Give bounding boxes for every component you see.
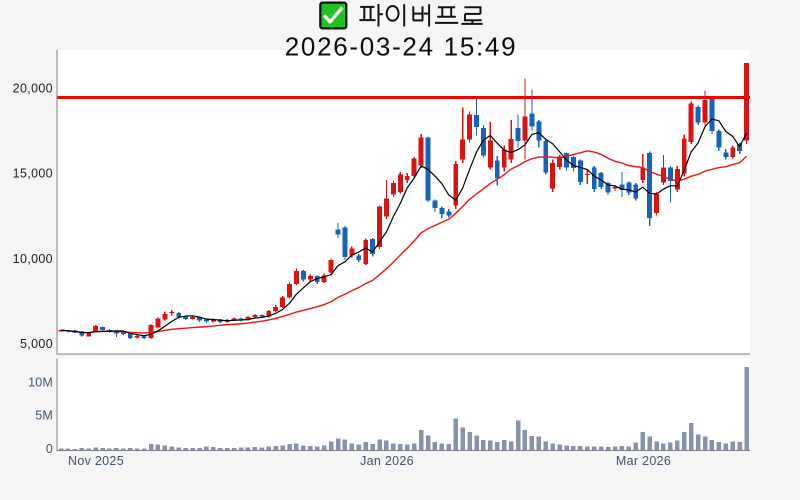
svg-text:Jan 2026: Jan 2026 bbox=[360, 454, 414, 468]
svg-text:15,000: 15,000 bbox=[13, 167, 53, 181]
svg-text:Mar 2026: Mar 2026 bbox=[616, 454, 671, 468]
svg-text:10,000: 10,000 bbox=[13, 252, 53, 266]
svg-text:0: 0 bbox=[46, 442, 53, 456]
svg-text:10M: 10M bbox=[28, 375, 53, 389]
svg-text:20,000: 20,000 bbox=[13, 81, 53, 95]
svg-text:5M: 5M bbox=[35, 409, 53, 423]
svg-text:5,000: 5,000 bbox=[20, 337, 53, 351]
svg-text:2026-03-24 15:49: 2026-03-24 15:49 bbox=[285, 32, 517, 62]
svg-text:Nov 2025: Nov 2025 bbox=[68, 454, 124, 468]
